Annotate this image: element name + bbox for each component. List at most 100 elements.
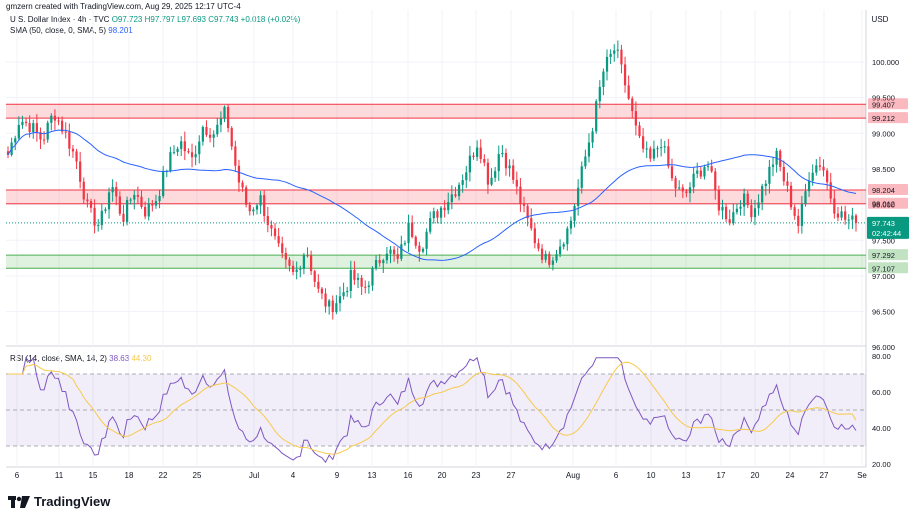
candle-body bbox=[418, 245, 421, 252]
time-tick-label[interactable]: 24 bbox=[786, 471, 795, 480]
candle-body bbox=[761, 186, 764, 203]
symbol-legend[interactable]: U.S. Dollar Index · 4h · TVC O97.723 H97… bbox=[10, 15, 300, 24]
candle-body bbox=[144, 206, 147, 217]
tradingview-logo[interactable]: TradingView bbox=[8, 494, 110, 509]
time-tick-label[interactable]: 13 bbox=[368, 471, 377, 480]
time-tick-label[interactable]: 23 bbox=[472, 471, 481, 480]
candle-body bbox=[602, 71, 605, 87]
candle-body bbox=[537, 243, 540, 249]
rsi-tick-label[interactable]: 40.00 bbox=[872, 424, 891, 433]
candle-body bbox=[468, 155, 472, 173]
candle-body bbox=[743, 193, 746, 207]
time-tick-label[interactable]: 18 bbox=[125, 471, 134, 480]
candle-body bbox=[338, 296, 342, 304]
candle-body bbox=[544, 253, 547, 260]
zone-price-label: 98.012 bbox=[872, 200, 895, 209]
time-tick-label[interactable]: 27 bbox=[507, 471, 516, 480]
candle-body bbox=[371, 268, 374, 286]
sma-legend[interactable]: SMA (50, close, 0, SMA, 5) 98.201 bbox=[10, 26, 133, 35]
rsi-tick-label[interactable]: 80.00 bbox=[872, 352, 891, 361]
candle-body bbox=[360, 277, 363, 287]
candle-body bbox=[97, 225, 100, 227]
time-tick-label[interactable]: 20 bbox=[438, 471, 447, 480]
candle-body bbox=[136, 194, 140, 197]
candle-body bbox=[414, 236, 417, 246]
time-tick-label[interactable]: 4 bbox=[291, 471, 296, 480]
rsi-tick-label[interactable]: 20.00 bbox=[872, 460, 891, 469]
candle-body bbox=[844, 211, 847, 220]
candle-body bbox=[284, 253, 287, 260]
time-tick-label[interactable]: Se bbox=[857, 471, 867, 480]
candle-body bbox=[501, 152, 504, 155]
price-axis[interactable]: 100.000 99.500 99.000 98.500 98.000 97.500 97.… bbox=[867, 58, 909, 469]
price-tick-label[interactable]: 98.500 bbox=[872, 165, 895, 174]
candle-body bbox=[609, 53, 612, 57]
time-tick-label[interactable]: 9 bbox=[335, 471, 340, 480]
time-tick-label[interactable]: 20 bbox=[751, 471, 760, 480]
time-tick-label[interactable]: 6 bbox=[15, 471, 20, 480]
time-tick-label[interactable]: 13 bbox=[682, 471, 691, 480]
time-tick-label[interactable]: 6 bbox=[614, 471, 619, 480]
candles bbox=[6, 40, 858, 320]
candle-body bbox=[35, 123, 38, 133]
candle-body bbox=[641, 136, 645, 149]
candle-body bbox=[291, 265, 295, 272]
candle-body bbox=[68, 131, 71, 149]
candle-body bbox=[411, 222, 414, 237]
symbol-title[interactable]: U.S. Dollar Index · 4h · TVC bbox=[10, 15, 110, 24]
candle-body bbox=[771, 164, 775, 167]
zone-price-label: 97.292 bbox=[872, 251, 895, 260]
candle-body bbox=[107, 192, 111, 210]
candle-body bbox=[208, 134, 212, 138]
candle-body bbox=[649, 148, 652, 159]
time-tick-label[interactable]: 10 bbox=[647, 471, 656, 480]
price-tick-label[interactable]: 99.500 bbox=[872, 94, 895, 103]
time-tick-label[interactable]: 11 bbox=[55, 471, 64, 480]
time-tick-label[interactable]: Aug bbox=[566, 471, 580, 480]
time-tick-label[interactable]: 16 bbox=[404, 471, 413, 480]
price-tick-label[interactable]: 97.000 bbox=[872, 272, 895, 281]
time-tick-label[interactable]: 27 bbox=[820, 471, 829, 480]
candle-body bbox=[421, 248, 425, 252]
candle-body bbox=[703, 167, 706, 177]
time-tick-label[interactable]: 22 bbox=[159, 471, 168, 480]
rsi-label[interactable]: RSI (14, close, SMA, 14, 2) bbox=[10, 354, 107, 363]
candle-body bbox=[176, 148, 179, 152]
candle-body bbox=[400, 244, 403, 259]
sma-label[interactable]: SMA (50, close, 0, SMA, 5) bbox=[10, 26, 107, 35]
candle-body bbox=[472, 155, 475, 157]
price-tick-label[interactable]: 96.000 bbox=[872, 343, 895, 352]
candle-body bbox=[42, 139, 46, 141]
rsi-legend[interactable]: RSI (14, close, SMA, 14, 2) 38.63 44.30 bbox=[10, 354, 151, 363]
candle-body bbox=[681, 187, 684, 192]
candle-body bbox=[82, 181, 85, 200]
candle-body bbox=[389, 249, 392, 254]
candle-body bbox=[613, 50, 616, 54]
time-tick-label[interactable]: Jul bbox=[249, 471, 259, 480]
time-tick-label[interactable]: 15 bbox=[89, 471, 98, 480]
candle-body bbox=[53, 115, 57, 121]
price-tick-label[interactable]: 99.000 bbox=[872, 129, 895, 138]
candle-body bbox=[194, 154, 197, 158]
candle-body bbox=[782, 166, 785, 182]
candle-body bbox=[385, 253, 389, 261]
zone-price-badge bbox=[868, 112, 908, 124]
candle-body bbox=[39, 132, 42, 140]
candle-body bbox=[815, 165, 818, 173]
candle-body bbox=[598, 86, 601, 102]
rsi-tick-label[interactable]: 60.00 bbox=[872, 388, 891, 397]
time-axis[interactable]: 6 11 15 18 22 25 Jul 4 9 13 16 20 23 27 Aug 6 10 13 17 20 24… bbox=[15, 471, 868, 480]
time-tick-label[interactable]: 17 bbox=[717, 471, 726, 480]
time-tick-label[interactable]: 25 bbox=[193, 471, 202, 480]
price-tick-label[interactable]: 97.500 bbox=[872, 236, 895, 245]
price-tick-label[interactable]: 100.000 bbox=[872, 58, 899, 67]
price-tick-label[interactable]: 98.000 bbox=[872, 201, 895, 210]
candle-body bbox=[623, 64, 627, 86]
candle-body bbox=[129, 199, 132, 201]
candle-body bbox=[288, 259, 291, 266]
price-tick-label[interactable]: 96.500 bbox=[872, 308, 895, 317]
candle-body bbox=[663, 146, 666, 148]
currency-label[interactable]: USD bbox=[871, 15, 889, 24]
candle-body bbox=[540, 248, 544, 260]
